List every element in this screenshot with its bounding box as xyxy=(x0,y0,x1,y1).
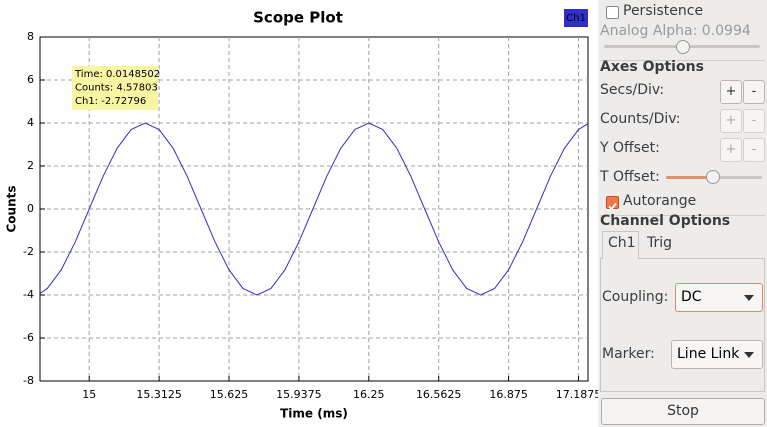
persistence-checkbox[interactable] xyxy=(606,6,619,19)
y-tick-label: 2 xyxy=(27,159,34,172)
marker-label: Marker: xyxy=(602,346,655,362)
analog-alpha-label: Analog Alpha: 0.0994 xyxy=(600,23,751,39)
y-tick-label: -8 xyxy=(23,374,34,387)
x-tick-label: 17.1875 xyxy=(556,388,598,401)
check-mark xyxy=(608,202,617,211)
y-tick-label: 4 xyxy=(27,116,34,129)
minus-button[interactable]: - xyxy=(743,80,765,104)
row-label: Counts/Div: xyxy=(600,111,681,127)
marker-combo[interactable]: Line Link xyxy=(671,340,763,369)
combo-value: Line Link xyxy=(677,346,740,362)
tab-label[interactable]: Trig xyxy=(647,235,673,251)
section-title: Axes Options xyxy=(600,59,704,75)
tab-active[interactable] xyxy=(602,231,639,259)
series-line xyxy=(39,122,589,296)
y-tick-label: 0 xyxy=(27,202,34,215)
alpha-slider-handle[interactable] xyxy=(676,40,690,54)
legend-swatch xyxy=(564,9,588,27)
tooltip-line: Time: 0.0148502 xyxy=(74,69,160,80)
x-tick-label: 16.875 xyxy=(489,388,528,401)
autorange-checkbox[interactable] xyxy=(606,196,619,211)
y-tick-label: -2 xyxy=(23,245,34,258)
chart-title: Scope Plot xyxy=(253,9,343,27)
tooltip-box xyxy=(72,66,158,110)
tab-label[interactable]: Ch1 xyxy=(608,235,636,251)
x-tick-label: 15.625 xyxy=(210,388,249,401)
minus-button[interactable]: - xyxy=(743,109,765,133)
x-tick-label: 16.5625 xyxy=(416,388,462,401)
chart: Scope Plot Time (ms) Counts -8 -6 -4 -2 0 2 4 6… xyxy=(0,0,598,427)
divider xyxy=(600,215,765,216)
divider xyxy=(600,60,765,61)
combo-arrow xyxy=(744,295,754,301)
x-tick-label: 15.3125 xyxy=(136,388,182,401)
t-offset-label: T Offset: xyxy=(600,169,660,185)
y-tick-label: 8 xyxy=(27,30,34,43)
coupling-label: Coupling: xyxy=(602,289,669,305)
t-offset-handle[interactable] xyxy=(706,170,720,184)
x-axis-label: Time (ms) xyxy=(280,407,348,421)
row-label: Y Offset: xyxy=(600,140,660,156)
legend-label: Ch1 xyxy=(566,13,586,24)
y-tick-label: 6 xyxy=(27,73,34,86)
minus-button[interactable]: - xyxy=(743,138,765,162)
y-tick-label: -4 xyxy=(23,288,34,301)
stop-button[interactable]: Stop xyxy=(601,398,765,425)
x-tick-label: 15.9375 xyxy=(276,388,322,401)
section-title: Channel Options xyxy=(600,213,731,229)
y-tick-label: -6 xyxy=(23,331,34,344)
x-tick-label: 15 xyxy=(82,388,96,401)
persistence-label[interactable]: Persistence xyxy=(623,3,704,19)
tooltip-line: Counts: 4.57803 xyxy=(75,83,158,94)
row-label: Secs/Div: xyxy=(600,82,665,98)
plus-button[interactable]: + xyxy=(720,138,742,162)
t-offset-fill xyxy=(666,176,712,179)
coupling-combo[interactable]: DC xyxy=(675,283,763,312)
y-axis-label: Counts xyxy=(5,185,19,232)
plus-button[interactable]: + xyxy=(720,80,742,104)
tab-panel xyxy=(600,258,765,392)
autorange-label[interactable]: Autorange xyxy=(623,193,697,209)
combo-arrow xyxy=(744,352,754,358)
combo-value: DC xyxy=(681,289,702,305)
plus-button[interactable]: + xyxy=(720,109,742,133)
x-tick-label: 16.25 xyxy=(353,388,385,401)
tooltip-line: Ch1: -2.72796 xyxy=(75,96,146,107)
